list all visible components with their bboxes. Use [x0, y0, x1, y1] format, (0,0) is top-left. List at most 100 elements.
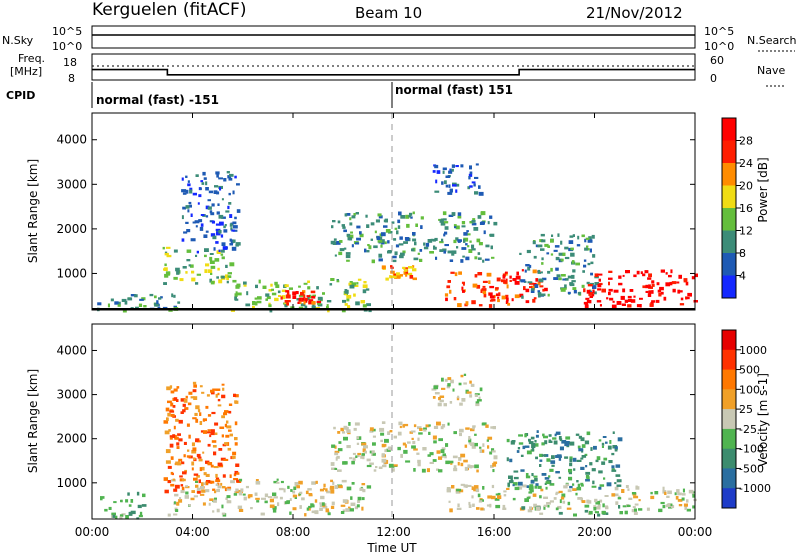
velocity-cell [384, 438, 389, 443]
power-cell [509, 275, 512, 279]
velocity-cell [507, 482, 510, 487]
power-cell [454, 183, 460, 187]
power-cell [612, 300, 615, 303]
velocity-cell [234, 442, 238, 446]
velocity-cell [130, 499, 134, 503]
velocity-cell [614, 482, 617, 485]
power-cell [334, 254, 337, 257]
velocity-cell [442, 453, 446, 457]
velocity-cell [180, 398, 185, 402]
velocity-cell [228, 410, 232, 414]
velocity-cells [100, 373, 697, 520]
velocity-cell [595, 500, 600, 505]
power-cell [482, 290, 487, 295]
velocity-cell [548, 434, 552, 437]
power-cell [597, 283, 602, 288]
velocity-cell [675, 496, 679, 500]
velocity-cell [572, 488, 577, 491]
velocity-cell [228, 429, 232, 432]
velocity-cell [384, 449, 387, 453]
velocity-cell [341, 479, 347, 483]
power-cell [203, 177, 207, 180]
velocity-cell [210, 391, 215, 395]
power-cell [214, 185, 219, 188]
velocity-cell [216, 508, 220, 513]
velocity-cell [553, 497, 557, 500]
power-cell [482, 285, 486, 288]
power-cell [224, 224, 227, 227]
power-cell [582, 270, 585, 273]
power-cell [441, 238, 444, 242]
velocity-cell [533, 503, 537, 508]
velocity-cell [474, 393, 480, 396]
velocity-cell [381, 453, 385, 457]
power-cell [537, 269, 541, 274]
power-cell [455, 189, 458, 193]
power-cell [618, 275, 622, 279]
velocity-cell [402, 424, 405, 428]
velocity-cell [471, 486, 474, 490]
velocity-cell [529, 488, 532, 492]
velocity-cell [457, 503, 460, 508]
velocity-cell [453, 431, 457, 435]
power-cell [374, 230, 377, 234]
velocity-cell [217, 399, 221, 402]
velocity-cell [667, 490, 672, 495]
velocity-cell [201, 391, 205, 394]
power-cell [186, 229, 191, 233]
velocity-cell [195, 418, 199, 423]
velocity-cell [464, 466, 468, 471]
velocity-cell [115, 515, 118, 520]
velocity-cell [278, 487, 284, 491]
power-cell [316, 300, 322, 304]
velocity-cell [207, 414, 212, 417]
power-cell [577, 292, 581, 295]
power-cell [560, 240, 563, 245]
velocity-cell [386, 448, 391, 452]
power-cell [124, 300, 128, 305]
power-cell [399, 254, 404, 259]
power-cell [457, 239, 462, 242]
power-cell [277, 290, 281, 294]
velocity-cell [208, 502, 211, 506]
power-cell [474, 176, 479, 179]
velocity-cell [428, 431, 431, 435]
velocity-cell [235, 463, 240, 467]
power-cell [205, 205, 210, 210]
power-cell [465, 243, 468, 246]
velocity-cell [371, 450, 375, 454]
power-cell [225, 274, 229, 279]
velocity-cell [199, 467, 202, 472]
power-cell [444, 293, 449, 297]
power-cell [229, 243, 233, 246]
power-cell [221, 198, 224, 201]
velocity-cell [491, 448, 495, 452]
velocity-cell [113, 501, 117, 504]
velocity-cell [193, 457, 196, 461]
velocity-cell [429, 461, 434, 464]
velocity-cell [486, 439, 489, 442]
power-cell [488, 304, 493, 308]
power-cell [679, 303, 685, 306]
power-cell [121, 298, 127, 302]
power-cell [477, 215, 482, 219]
power-cell [571, 260, 575, 264]
power-cell [531, 285, 536, 290]
power-cell [453, 297, 457, 301]
velocity-cell [403, 423, 409, 427]
power-cell [298, 294, 304, 297]
x-tick-label: 08:00 [276, 525, 311, 539]
power-cell [351, 215, 356, 219]
velocity-cell [192, 381, 197, 385]
power-cell [561, 274, 566, 277]
velocity-cell [371, 453, 374, 456]
velocity-cell [530, 480, 535, 484]
velocity-cell [185, 491, 189, 495]
velocity-cell [209, 434, 212, 438]
power-cell [569, 235, 574, 238]
cpid-segment-0: normal (fast) -151 [96, 93, 219, 107]
power-cell [542, 277, 547, 281]
velocity-cell [236, 472, 240, 475]
